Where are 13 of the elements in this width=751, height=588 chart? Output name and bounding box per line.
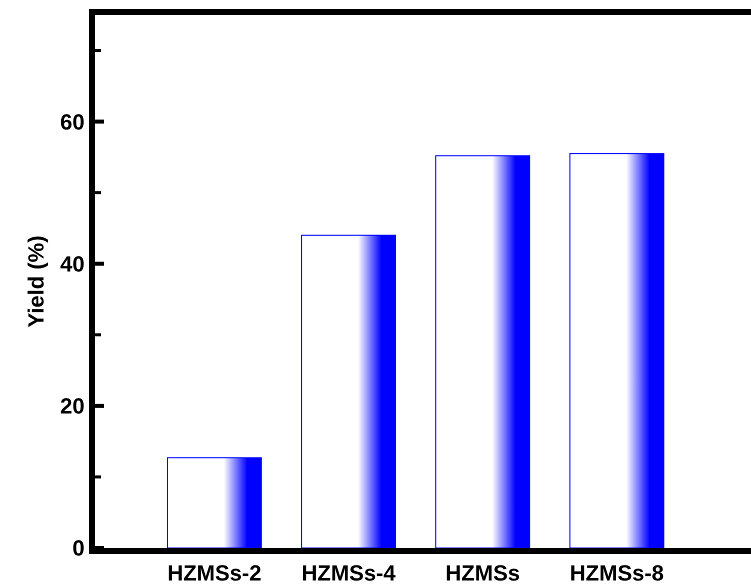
x-tick-label: HZMSs-8 xyxy=(570,560,664,586)
y-tick-label: 20 xyxy=(60,394,85,419)
y-tick-label: 60 xyxy=(60,109,85,134)
x-tick-label: HZMSs-4 xyxy=(301,560,396,586)
y-tick-label: 0 xyxy=(72,536,85,561)
x-tick-label: HZMSs xyxy=(445,560,520,586)
bar xyxy=(166,457,262,548)
y-axis-title: Yield (%) xyxy=(23,235,48,328)
y-tick-label: 40 xyxy=(60,251,85,276)
x-tick-label: HZMSs-2 xyxy=(167,560,262,586)
bar xyxy=(569,153,664,548)
bar xyxy=(301,234,396,548)
bar xyxy=(435,155,530,548)
